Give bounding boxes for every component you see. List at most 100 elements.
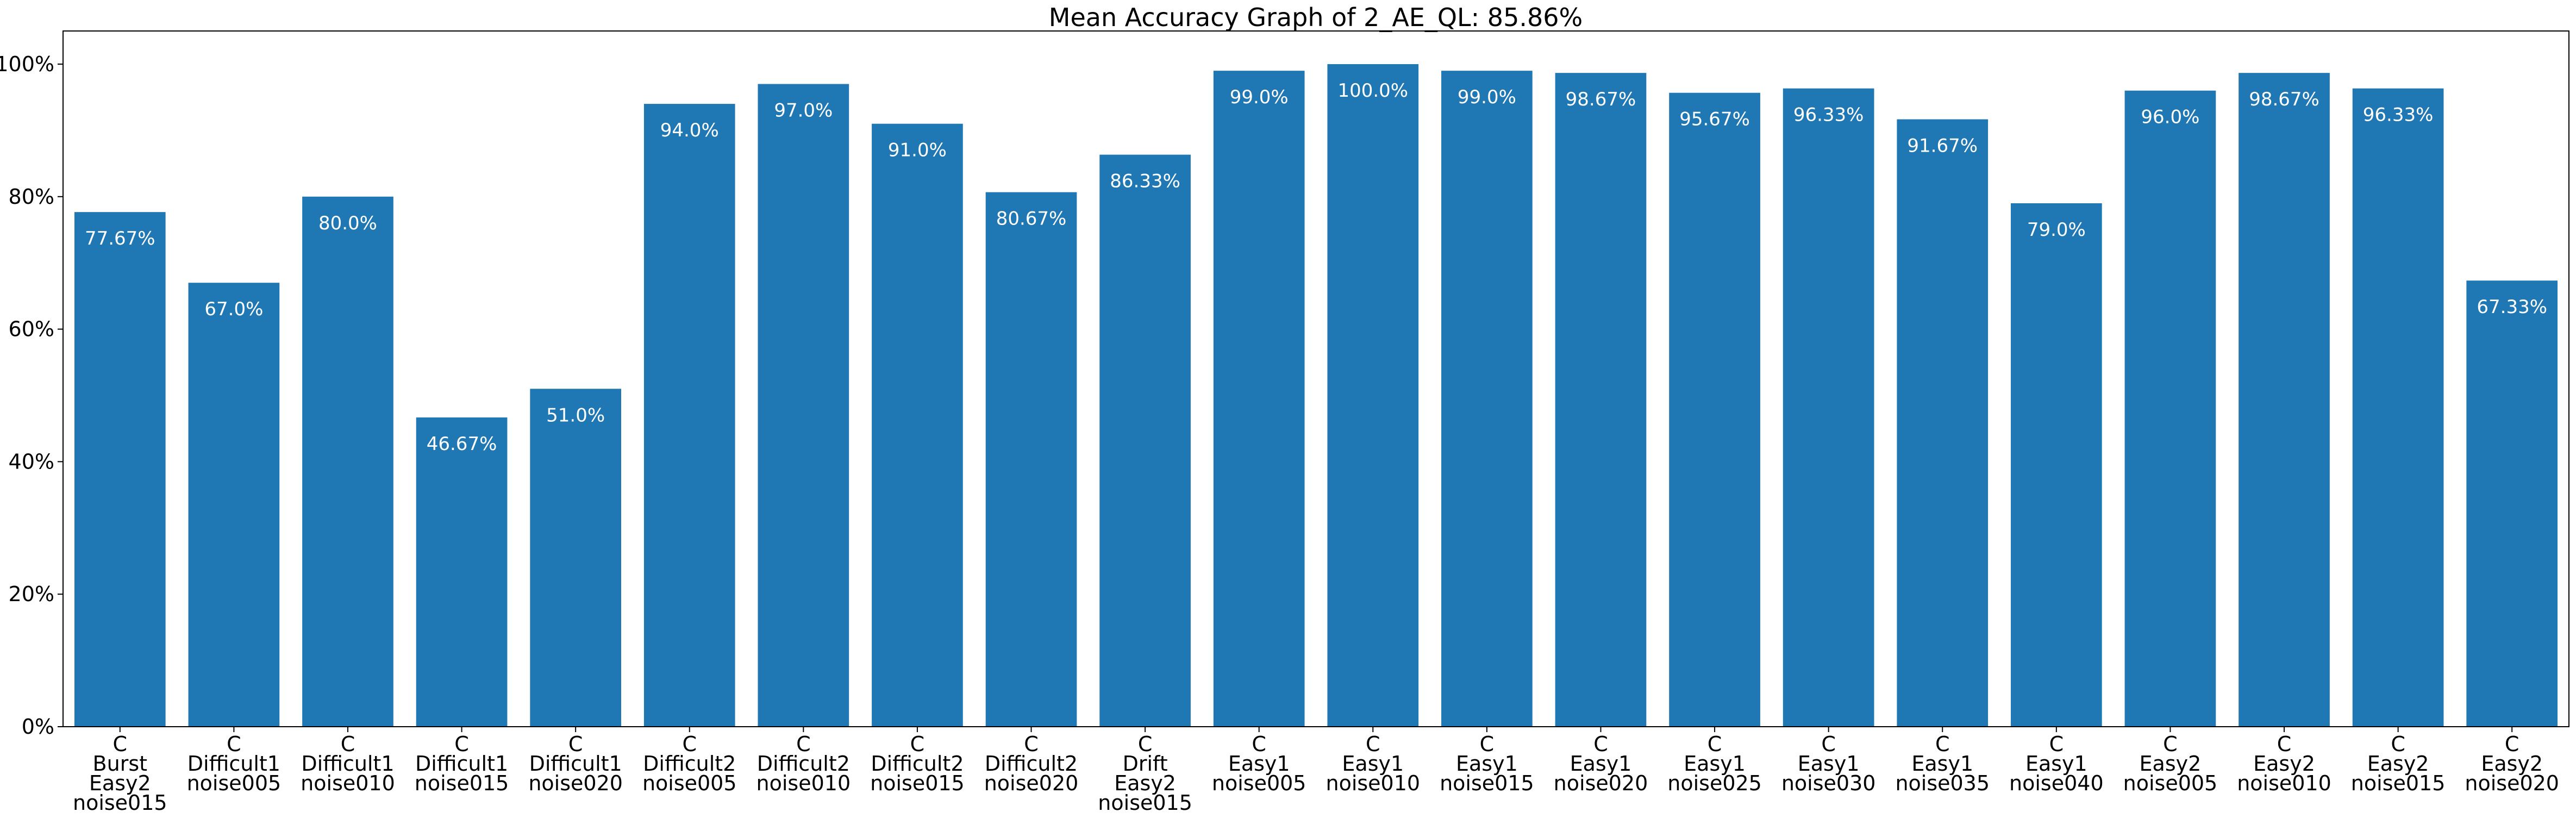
bar <box>758 84 849 727</box>
y-tick-label: 0% <box>22 715 54 739</box>
x-tick-label: noise035 <box>1895 771 1990 795</box>
y-tick-label: 40% <box>9 449 54 473</box>
x-tick-label: C <box>1821 732 1836 756</box>
data-label: 99.0% <box>1458 86 1516 108</box>
data-labels-layer: 77.67% 67.0% 80.0% 46.67% 51.0% 94.0% 97.0% 91.… <box>85 80 2547 455</box>
data-label: 98.67% <box>1566 89 1636 110</box>
bar <box>985 192 1077 727</box>
x-tick-label: Easy2 <box>2367 752 2429 776</box>
x-tick-label: C <box>454 732 469 756</box>
x-tick-label: Easy2 <box>89 771 151 795</box>
x-tick-label: Difficult1 <box>187 752 280 776</box>
x-tick-label: Difficult1 <box>301 752 394 776</box>
x-tick-label: C <box>2277 732 2292 756</box>
y-axis: 0% 20% 40% 60% 80% 100% <box>0 52 63 739</box>
bar <box>2124 90 2216 727</box>
data-label: 79.0% <box>2027 219 2086 241</box>
x-tick-label: noise015 <box>870 771 965 795</box>
x-tick-label: C <box>1366 732 1380 756</box>
x-tick-label: C <box>1935 732 1950 756</box>
x-tick-label: noise005 <box>1212 771 1306 795</box>
x-tick-label: C <box>113 732 128 756</box>
x-tick-label: C <box>1138 732 1153 756</box>
x-tick-label: Difficult1 <box>529 752 622 776</box>
data-label: 80.0% <box>318 213 377 234</box>
x-tick-label: noise015 <box>1440 771 1534 795</box>
x-tick-label: Difficult1 <box>415 752 508 776</box>
x-tick-label: C <box>1252 732 1266 756</box>
data-label: 91.67% <box>1907 135 1978 157</box>
bar <box>1099 154 1191 727</box>
data-label: 67.0% <box>204 298 263 320</box>
y-tick-label: 100% <box>0 52 54 76</box>
x-tick-label: noise025 <box>1667 771 1762 795</box>
x-tick-label: noise005 <box>642 771 737 795</box>
x-tick-label: noise020 <box>1554 771 1648 795</box>
x-tick-label: Easy2 <box>2481 752 2543 776</box>
x-tick-label: Burst <box>93 752 147 776</box>
plot-frame <box>62 30 2569 727</box>
bar <box>2011 203 2102 727</box>
x-axis: CBurstEasy2noise015CDifficult1noise005CD… <box>73 727 2559 815</box>
bars-layer <box>74 64 2558 727</box>
x-tick-label: Easy1 <box>1570 752 1632 776</box>
x-tick-label: noise015 <box>2351 771 2446 795</box>
x-tick-label: Easy1 <box>1228 752 1290 776</box>
x-tick-label: Easy1 <box>1456 752 1518 776</box>
bar <box>1441 71 1533 727</box>
bar <box>1213 71 1305 727</box>
data-label: 98.67% <box>2249 89 2319 110</box>
bar <box>1783 88 1874 727</box>
x-tick-label: noise010 <box>301 771 395 795</box>
data-label: 99.0% <box>1230 86 1289 108</box>
x-tick-label: Difficult2 <box>871 752 964 776</box>
data-label: 94.0% <box>660 120 719 141</box>
x-tick-label: Easy1 <box>1798 752 1860 776</box>
bar <box>2239 73 2330 727</box>
x-tick-label: noise030 <box>1781 771 1876 795</box>
x-tick-label: Easy2 <box>2253 752 2315 776</box>
x-tick-label: C <box>341 732 355 756</box>
x-tick-label: noise020 <box>528 771 623 795</box>
x-tick-label: noise020 <box>2465 771 2559 795</box>
x-tick-label: C <box>682 732 697 756</box>
x-tick-label: Difficult2 <box>757 752 850 776</box>
x-tick-label: C <box>910 732 925 756</box>
x-tick-label: noise015 <box>73 791 167 815</box>
data-label: 51.0% <box>546 404 605 426</box>
x-tick-label: Drift <box>1123 752 1168 776</box>
bar <box>1327 64 1419 727</box>
bar <box>872 123 963 727</box>
data-label: 100.0% <box>1337 80 1408 102</box>
y-tick-label: 60% <box>9 317 54 341</box>
x-tick-label: C <box>2505 732 2519 756</box>
bar <box>188 283 280 727</box>
bar <box>2466 280 2558 727</box>
x-tick-label: Easy1 <box>1684 752 1746 776</box>
bar <box>530 389 621 727</box>
x-tick-label: noise005 <box>187 771 282 795</box>
x-tick-label: Easy1 <box>1342 752 1404 776</box>
bar <box>2352 88 2444 727</box>
x-tick-label: noise010 <box>2237 771 2331 795</box>
x-tick-label: C <box>1708 732 1722 756</box>
x-tick-label: noise015 <box>1098 791 1192 815</box>
bar <box>74 212 166 727</box>
x-tick-label: Easy1 <box>1911 752 1973 776</box>
x-tick-label: noise015 <box>415 771 509 795</box>
y-tick-label: 20% <box>9 582 54 606</box>
x-tick-label: Easy2 <box>1114 771 1176 795</box>
chart-title: Mean Accuracy Graph of 2_AE_QL: 85.86% <box>1049 3 1583 32</box>
data-label: 80.67% <box>996 208 1067 230</box>
x-tick-label: C <box>2049 732 2064 756</box>
x-tick-label: C <box>1480 732 1495 756</box>
data-label: 96.0% <box>2141 107 2199 128</box>
x-tick-label: C <box>796 732 811 756</box>
x-tick-label: Easy2 <box>2140 752 2202 776</box>
x-tick-label: noise020 <box>984 771 1079 795</box>
data-label: 46.67% <box>427 433 497 455</box>
x-tick-label: Difficult2 <box>643 752 736 776</box>
data-label: 96.33% <box>2363 104 2434 126</box>
